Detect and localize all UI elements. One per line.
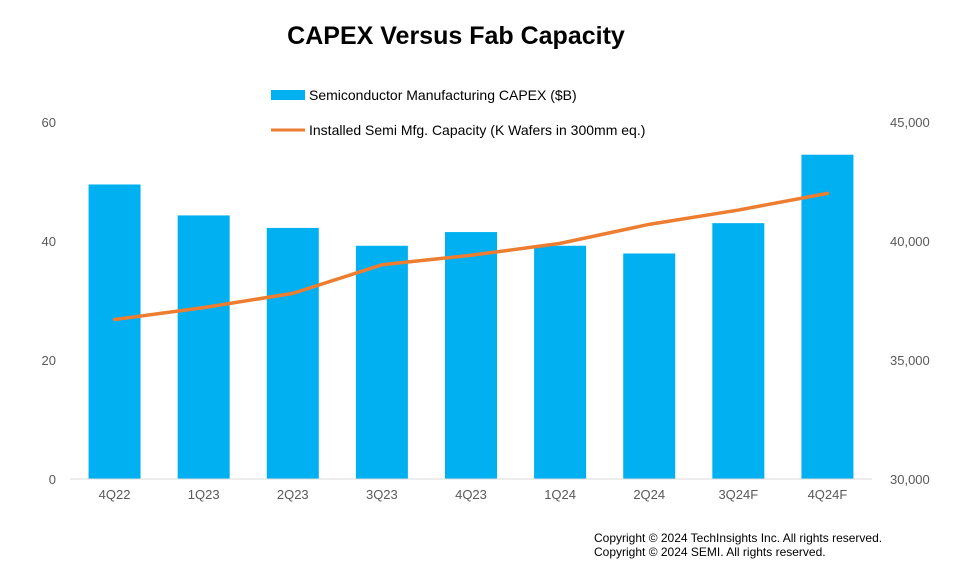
x-tick-label: 4Q22 bbox=[99, 487, 131, 502]
capex-bar bbox=[623, 253, 676, 479]
x-tick-label: 3Q24F bbox=[718, 487, 758, 502]
capex-bar bbox=[445, 232, 497, 479]
legend-label-capacity: Installed Semi Mfg. Capacity (K Wafers i… bbox=[309, 122, 645, 138]
capex-bar bbox=[355, 245, 408, 479]
y-left-tick-label: 40 bbox=[42, 234, 56, 249]
y-right-tick-label: 35,000 bbox=[890, 353, 930, 368]
capex-bars bbox=[88, 154, 854, 480]
legend: Semiconductor Manufacturing CAPEX ($B) I… bbox=[271, 87, 645, 138]
capex-bar bbox=[88, 184, 141, 479]
capex-bar bbox=[266, 227, 319, 479]
capex-bar bbox=[801, 154, 854, 479]
capacity-point bbox=[559, 242, 561, 244]
capacity-point bbox=[648, 223, 650, 225]
y-axis-right: 30,000 35,000 40,000 45,000 bbox=[890, 115, 930, 487]
capex-bar bbox=[534, 245, 587, 479]
capacity-point bbox=[292, 292, 294, 294]
y-left-tick-label: 60 bbox=[42, 115, 56, 130]
legend-swatch-capex bbox=[271, 90, 305, 100]
capacity-point bbox=[381, 264, 383, 266]
x-tick-label: 4Q24F bbox=[808, 487, 848, 502]
y-right-tick-label: 30,000 bbox=[890, 472, 930, 487]
copyright-techinsights: Copyright © 2024 TechInsights Inc. All r… bbox=[594, 531, 883, 545]
capacity-point bbox=[737, 209, 739, 211]
y-axis-left: 0 20 40 60 bbox=[42, 115, 56, 487]
capacity-point bbox=[470, 254, 472, 256]
x-tick-label: 2Q24 bbox=[633, 487, 665, 502]
x-tick-label: 3Q23 bbox=[366, 487, 398, 502]
capacity-point bbox=[203, 307, 205, 309]
legend-label-capex: Semiconductor Manufacturing CAPEX ($B) bbox=[309, 87, 577, 103]
capacity-point bbox=[114, 319, 116, 321]
y-right-tick-label: 45,000 bbox=[890, 115, 930, 130]
capacity-point bbox=[826, 192, 828, 194]
x-tick-label: 1Q23 bbox=[188, 487, 220, 502]
copyright-semi: Copyright © 2024 SEMI. All rights reserv… bbox=[594, 545, 826, 559]
capex-bar bbox=[712, 223, 765, 479]
y-left-tick-label: 20 bbox=[42, 353, 56, 368]
chart-title: CAPEX Versus Fab Capacity bbox=[287, 22, 625, 50]
x-tick-label: 4Q23 bbox=[455, 487, 487, 502]
x-tick-label: 1Q24 bbox=[544, 487, 576, 502]
capex-bar bbox=[177, 215, 230, 480]
x-axis: 4Q22 1Q23 2Q23 3Q23 4Q23 1Q24 2Q24 3Q24F 4Q24F bbox=[99, 487, 848, 502]
x-tick-label: 2Q23 bbox=[277, 487, 309, 502]
capacity-line-series bbox=[112, 191, 830, 322]
y-right-tick-label: 40,000 bbox=[890, 234, 930, 249]
y-left-tick-label: 0 bbox=[49, 472, 56, 487]
